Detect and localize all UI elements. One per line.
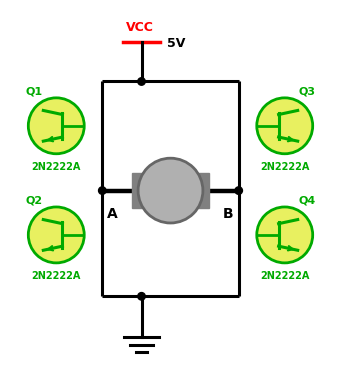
Circle shape — [257, 207, 313, 263]
Text: Q1: Q1 — [26, 86, 43, 96]
Circle shape — [99, 187, 106, 194]
Circle shape — [138, 78, 145, 85]
Circle shape — [138, 158, 203, 223]
Text: Q2: Q2 — [26, 195, 43, 205]
Bar — [132, 173, 145, 208]
Text: B: B — [223, 208, 234, 222]
Circle shape — [138, 293, 145, 300]
Text: 2N2222A: 2N2222A — [32, 272, 81, 281]
Circle shape — [257, 98, 313, 154]
Text: VCC: VCC — [126, 21, 154, 34]
Text: 2N2222A: 2N2222A — [260, 272, 309, 281]
Bar — [196, 173, 209, 208]
Circle shape — [235, 187, 242, 194]
Text: 2N2222A: 2N2222A — [32, 162, 81, 172]
Circle shape — [28, 98, 84, 154]
Text: Q3: Q3 — [298, 86, 315, 96]
Circle shape — [28, 207, 84, 263]
Text: A: A — [107, 208, 118, 222]
Text: Q4: Q4 — [298, 195, 316, 205]
Text: 2N2222A: 2N2222A — [260, 162, 309, 172]
Text: 5V: 5V — [167, 38, 186, 50]
